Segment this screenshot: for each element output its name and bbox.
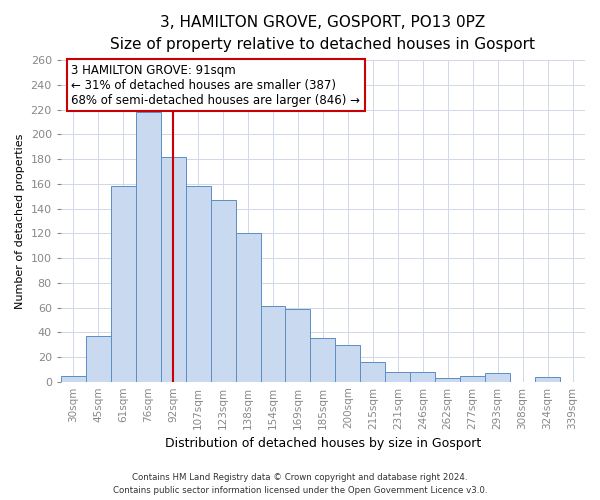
Text: 3 HAMILTON GROVE: 91sqm
← 31% of detached houses are smaller (387)
68% of semi-d: 3 HAMILTON GROVE: 91sqm ← 31% of detache… (71, 64, 361, 106)
Bar (260, 306, 286, 382)
Bar (435, 378, 460, 382)
Bar (185, 186, 211, 382)
Bar (410, 372, 435, 382)
Bar (161, 156, 185, 382)
Bar (460, 376, 485, 382)
Bar (310, 338, 335, 382)
Text: Contains HM Land Registry data © Crown copyright and database right 2024.
Contai: Contains HM Land Registry data © Crown c… (113, 474, 487, 495)
Bar (236, 234, 260, 382)
Bar (111, 186, 136, 382)
Title: 3, HAMILTON GROVE, GOSPORT, PO13 0PZ
Size of property relative to detached house: 3, HAMILTON GROVE, GOSPORT, PO13 0PZ Siz… (110, 15, 535, 52)
Bar (211, 200, 236, 382)
Y-axis label: Number of detached properties: Number of detached properties (15, 134, 25, 308)
Bar (61, 376, 86, 382)
Bar (361, 362, 385, 382)
X-axis label: Distribution of detached houses by size in Gosport: Distribution of detached houses by size … (165, 437, 481, 450)
Bar (485, 373, 510, 382)
Bar (86, 336, 111, 382)
Bar (335, 344, 361, 382)
Bar (136, 112, 161, 382)
Bar (535, 376, 560, 382)
Bar (385, 372, 410, 382)
Bar (286, 309, 310, 382)
